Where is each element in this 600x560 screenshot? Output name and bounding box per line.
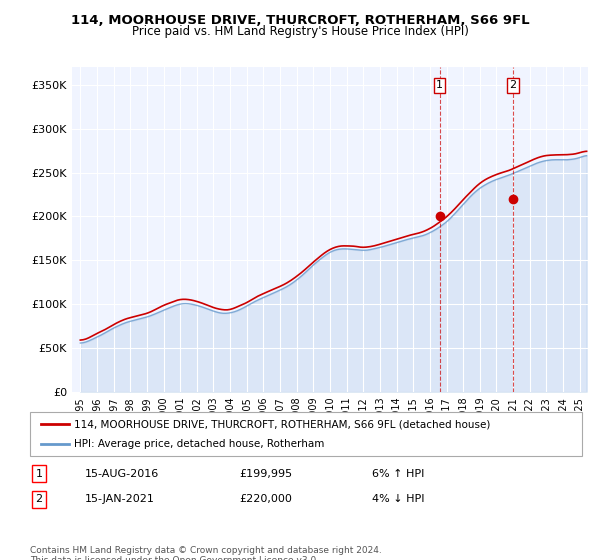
Text: 4% ↓ HPI: 4% ↓ HPI [372,494,425,504]
Text: Price paid vs. HM Land Registry's House Price Index (HPI): Price paid vs. HM Land Registry's House … [131,25,469,38]
Text: HPI: Average price, detached house, Rotherham: HPI: Average price, detached house, Roth… [74,439,325,449]
Text: 1: 1 [35,469,43,479]
Text: 2: 2 [509,81,517,90]
Text: 114, MOORHOUSE DRIVE, THURCROFT, ROTHERHAM, S66 9FL (detached house): 114, MOORHOUSE DRIVE, THURCROFT, ROTHERH… [74,419,491,429]
Text: £199,995: £199,995 [240,469,293,479]
FancyBboxPatch shape [30,412,582,456]
Text: 1: 1 [436,81,443,90]
Text: 6% ↑ HPI: 6% ↑ HPI [372,469,425,479]
Text: 2: 2 [35,494,43,504]
Text: Contains HM Land Registry data © Crown copyright and database right 2024.
This d: Contains HM Land Registry data © Crown c… [30,546,382,560]
Text: 15-AUG-2016: 15-AUG-2016 [85,469,160,479]
Text: 114, MOORHOUSE DRIVE, THURCROFT, ROTHERHAM, S66 9FL: 114, MOORHOUSE DRIVE, THURCROFT, ROTHERH… [71,14,529,27]
Text: £220,000: £220,000 [240,494,293,504]
Text: 15-JAN-2021: 15-JAN-2021 [85,494,155,504]
